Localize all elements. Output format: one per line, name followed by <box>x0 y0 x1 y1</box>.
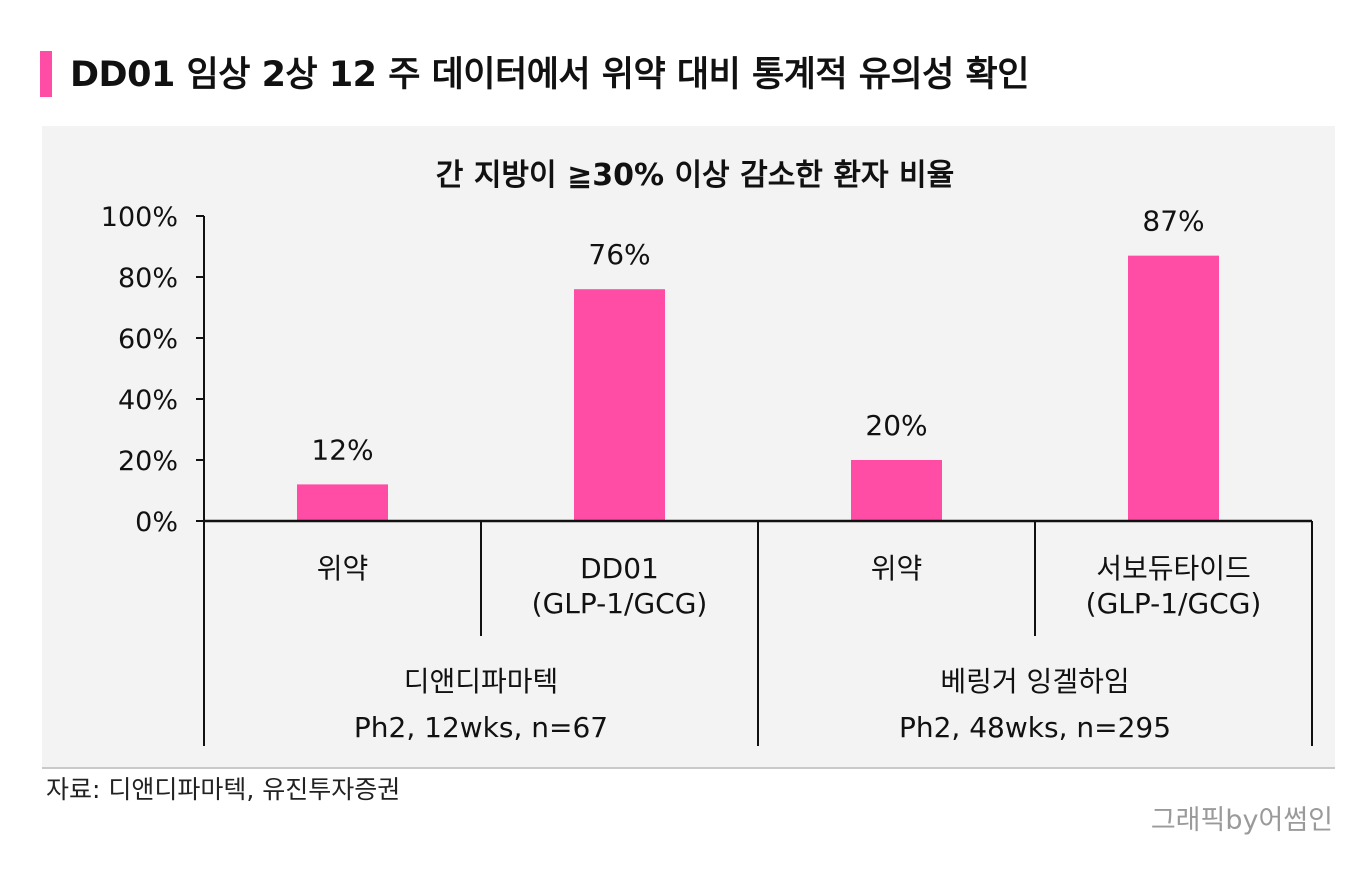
data-label: 87% <box>1142 205 1204 238</box>
headline-accent-bar <box>40 51 52 97</box>
bar <box>851 460 942 521</box>
source-note: 자료: 디앤디파마텍, 유진투자증권 <box>46 775 401 804</box>
y-tick-label: 20% <box>118 446 178 477</box>
chart-panel <box>42 126 1335 767</box>
footer-divider <box>42 767 1335 769</box>
y-tick-label: 0% <box>135 507 178 538</box>
category-label: (GLP-1/GCG) <box>532 587 708 620</box>
category-label: (GLP-1/GCG) <box>1086 587 1262 620</box>
category-label: 위약 <box>871 552 923 585</box>
data-label: 12% <box>311 433 373 466</box>
y-tick-label: 40% <box>118 385 178 416</box>
category-label: 위약 <box>317 552 369 585</box>
y-tick-label: 100% <box>101 202 178 233</box>
group-label: 디앤디파마텍 <box>404 665 559 698</box>
category-label: DD01 <box>580 552 659 585</box>
chart-title: 간 지방이 ≧30% 이상 감소한 환자 비율 <box>436 158 954 193</box>
data-label: 20% <box>865 409 927 442</box>
group-sublabel: Ph2, 12wks, n=67 <box>354 711 608 744</box>
bar <box>297 484 388 521</box>
bar <box>574 289 665 521</box>
group-sublabel: Ph2, 48wks, n=295 <box>899 711 1171 744</box>
y-tick-label: 60% <box>118 324 178 355</box>
group-label: 베링거 잉겔하임 <box>940 665 1129 698</box>
graphic-credit: 그래픽by어썸인 <box>1150 805 1333 836</box>
y-tick-label: 80% <box>118 263 178 294</box>
data-label: 76% <box>588 238 650 271</box>
category-label: 서보듀타이드 <box>1096 552 1251 585</box>
headline: DD01 임상 2상 12 주 데이터에서 위약 대비 통계적 유의성 확인 <box>70 55 1029 95</box>
bar <box>1128 255 1219 521</box>
